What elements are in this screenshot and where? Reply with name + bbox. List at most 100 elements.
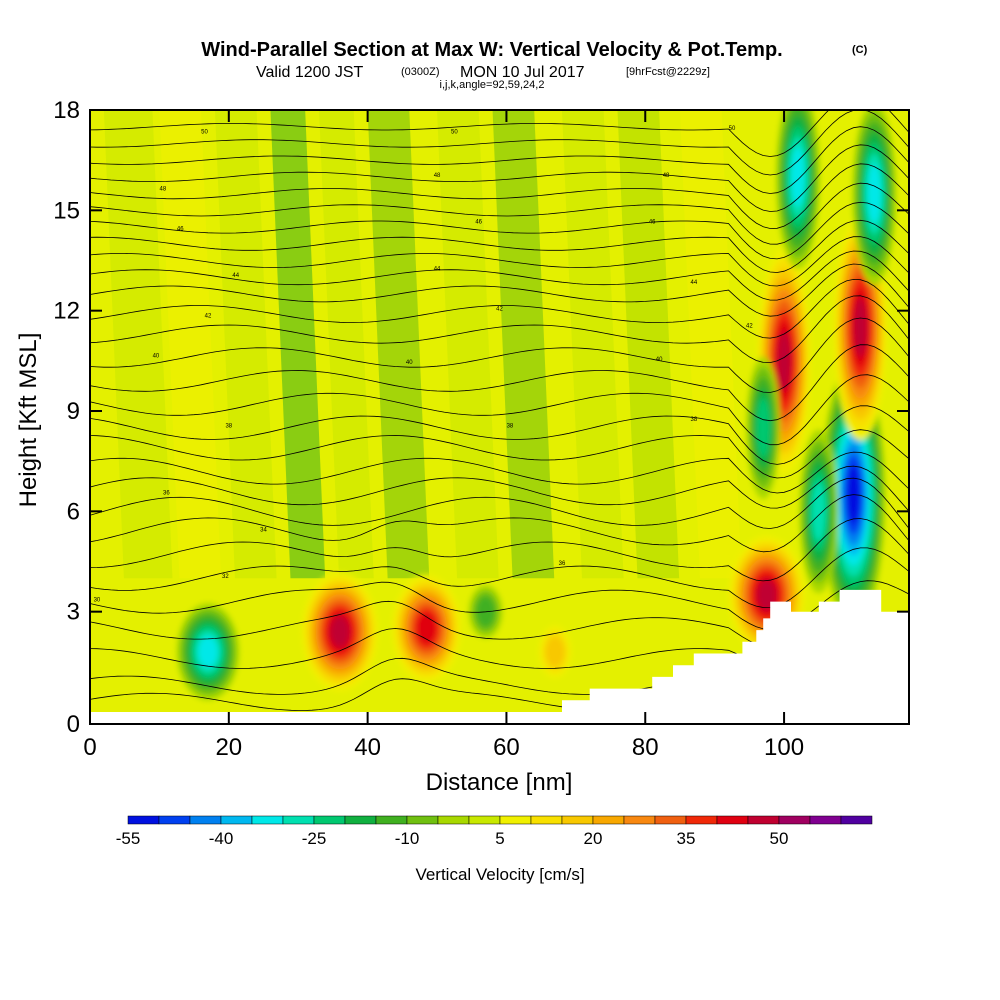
colorbar-swatch [561,815,594,825]
colorbar-tick-label: -10 [395,829,420,848]
theta-contour [90,219,909,273]
colorbar-swatch [468,815,501,825]
colorbar-swatch [158,815,191,825]
theta-contour [90,144,909,212]
colorbar-swatch [220,815,253,825]
x-axis-ticks: 0 20 40 60 80 100 [83,110,804,761]
theta-contour-label: 44 [232,273,239,279]
theta-contour [90,110,909,157]
colorbar-tick-label: -55 [116,829,141,848]
x-tick-label: 60 [493,734,520,761]
colorbar-swatch [437,815,470,825]
terrain [90,589,909,724]
theta-contour [90,429,909,479]
colorbar-swatch [189,815,222,825]
theta-contour-label: 36 [163,491,170,497]
theta-contour [90,163,909,229]
theta-contour-label: 32 [222,574,229,580]
velocity-band [617,110,680,579]
velocity-cell [756,398,770,458]
colorbar-swatch [778,815,811,825]
velocity-band [319,110,374,579]
colorbar-swatch [685,815,718,825]
colorbar-swatch [344,815,377,825]
theta-contour-label: 50 [451,129,458,135]
y-tick-label: 3 [67,599,80,626]
colorbar-tick-label: -40 [209,829,234,848]
colorbar-swatch [747,815,780,825]
theta-contour [90,236,909,287]
colorbar-swatch [251,815,284,825]
x-tick-label: 20 [215,734,242,761]
colorbar-tick-label: 50 [770,829,789,848]
velocity-cell [853,297,868,357]
velocity-cell [545,636,565,668]
theta-contour [90,494,909,553]
theta-contour-label: 48 [434,173,441,179]
colorbar-swatch [809,815,842,825]
theta-contour [90,250,909,301]
y-axis-label: Height [Kft MSL] [15,333,42,508]
colorbar-swatch [406,815,439,825]
theta-contour [90,405,909,465]
velocity-band [367,110,430,579]
y-tick-label: 6 [67,498,80,525]
velocity-band [159,110,222,579]
theta-contour-labels: 30 32 34 36 36 38 38 38 40 40 40 42 42 42 44 44 44 46 46 46… [94,126,754,604]
theta-contour-label: 46 [177,226,184,232]
colorbar-tick-label: 20 [584,829,603,848]
valid-time-utc: (0300Z) [401,66,440,78]
theta-contour-label: 44 [434,267,441,273]
y-tick-label: 15 [53,197,80,224]
theta-contour-label: 38 [507,424,514,430]
velocity-cell [867,164,882,224]
velocity-band [679,110,742,579]
plot-frame [89,109,910,725]
theta-contour [90,110,909,176]
chart-title: Wind-Parallel Section at Max W: Vertical… [201,39,782,61]
colorbar-tick-label: 5 [495,829,504,848]
colorbar-tick-label: -25 [302,829,327,848]
theta-contour-label: 36 [559,561,566,567]
theta-contour-label: 46 [475,220,482,226]
theta-contour [90,201,909,260]
colorbar-swatch [716,815,749,825]
velocity-cell [417,612,437,644]
colorbar-swatch [654,815,687,825]
y-tick-label: 12 [53,298,80,325]
colorbar-swatch [840,815,873,825]
x-tick-label: 0 [83,734,96,761]
theta-contour-label: 34 [260,527,267,533]
theta-contour-label: 30 [94,598,101,604]
theta-contour-label: 40 [406,360,413,366]
theta-contour [90,451,909,494]
theta-contour-label: 38 [690,417,697,423]
colorbar-tick-labels: -55 -40 -25 -10 5 20 35 50 [116,829,789,848]
theta-contour [90,317,909,393]
forecast-info: [9hrFcst@2229z] [626,66,710,78]
colorbar-swatch [127,815,160,825]
theta-contour [90,182,909,245]
velocity-band [492,110,555,579]
theta-contour [90,263,909,317]
theta-contour [90,477,909,529]
velocity-cell [777,331,791,391]
y-tick-label: 0 [67,711,80,738]
theta-contour [90,374,909,446]
section-params: i,j,k,angle=92,59,24,2 [440,79,545,91]
y-tick-label: 9 [67,398,80,425]
colorbar-swatch [499,815,532,825]
theta-contour [90,465,909,512]
colorbar-tick-label: 35 [677,829,696,848]
velocity-band [214,110,277,579]
theta-contour-label: 50 [201,129,208,135]
colorbar-swatch [375,815,408,825]
colorbar-swatch [623,815,656,825]
colorbar-swatch [592,815,625,825]
velocity-cell [330,616,350,648]
x-tick-label: 40 [354,734,381,761]
x-axis-label: Distance [nm] [426,769,573,796]
theta-contour-label: 40 [153,353,160,359]
velocity-band [270,110,326,579]
